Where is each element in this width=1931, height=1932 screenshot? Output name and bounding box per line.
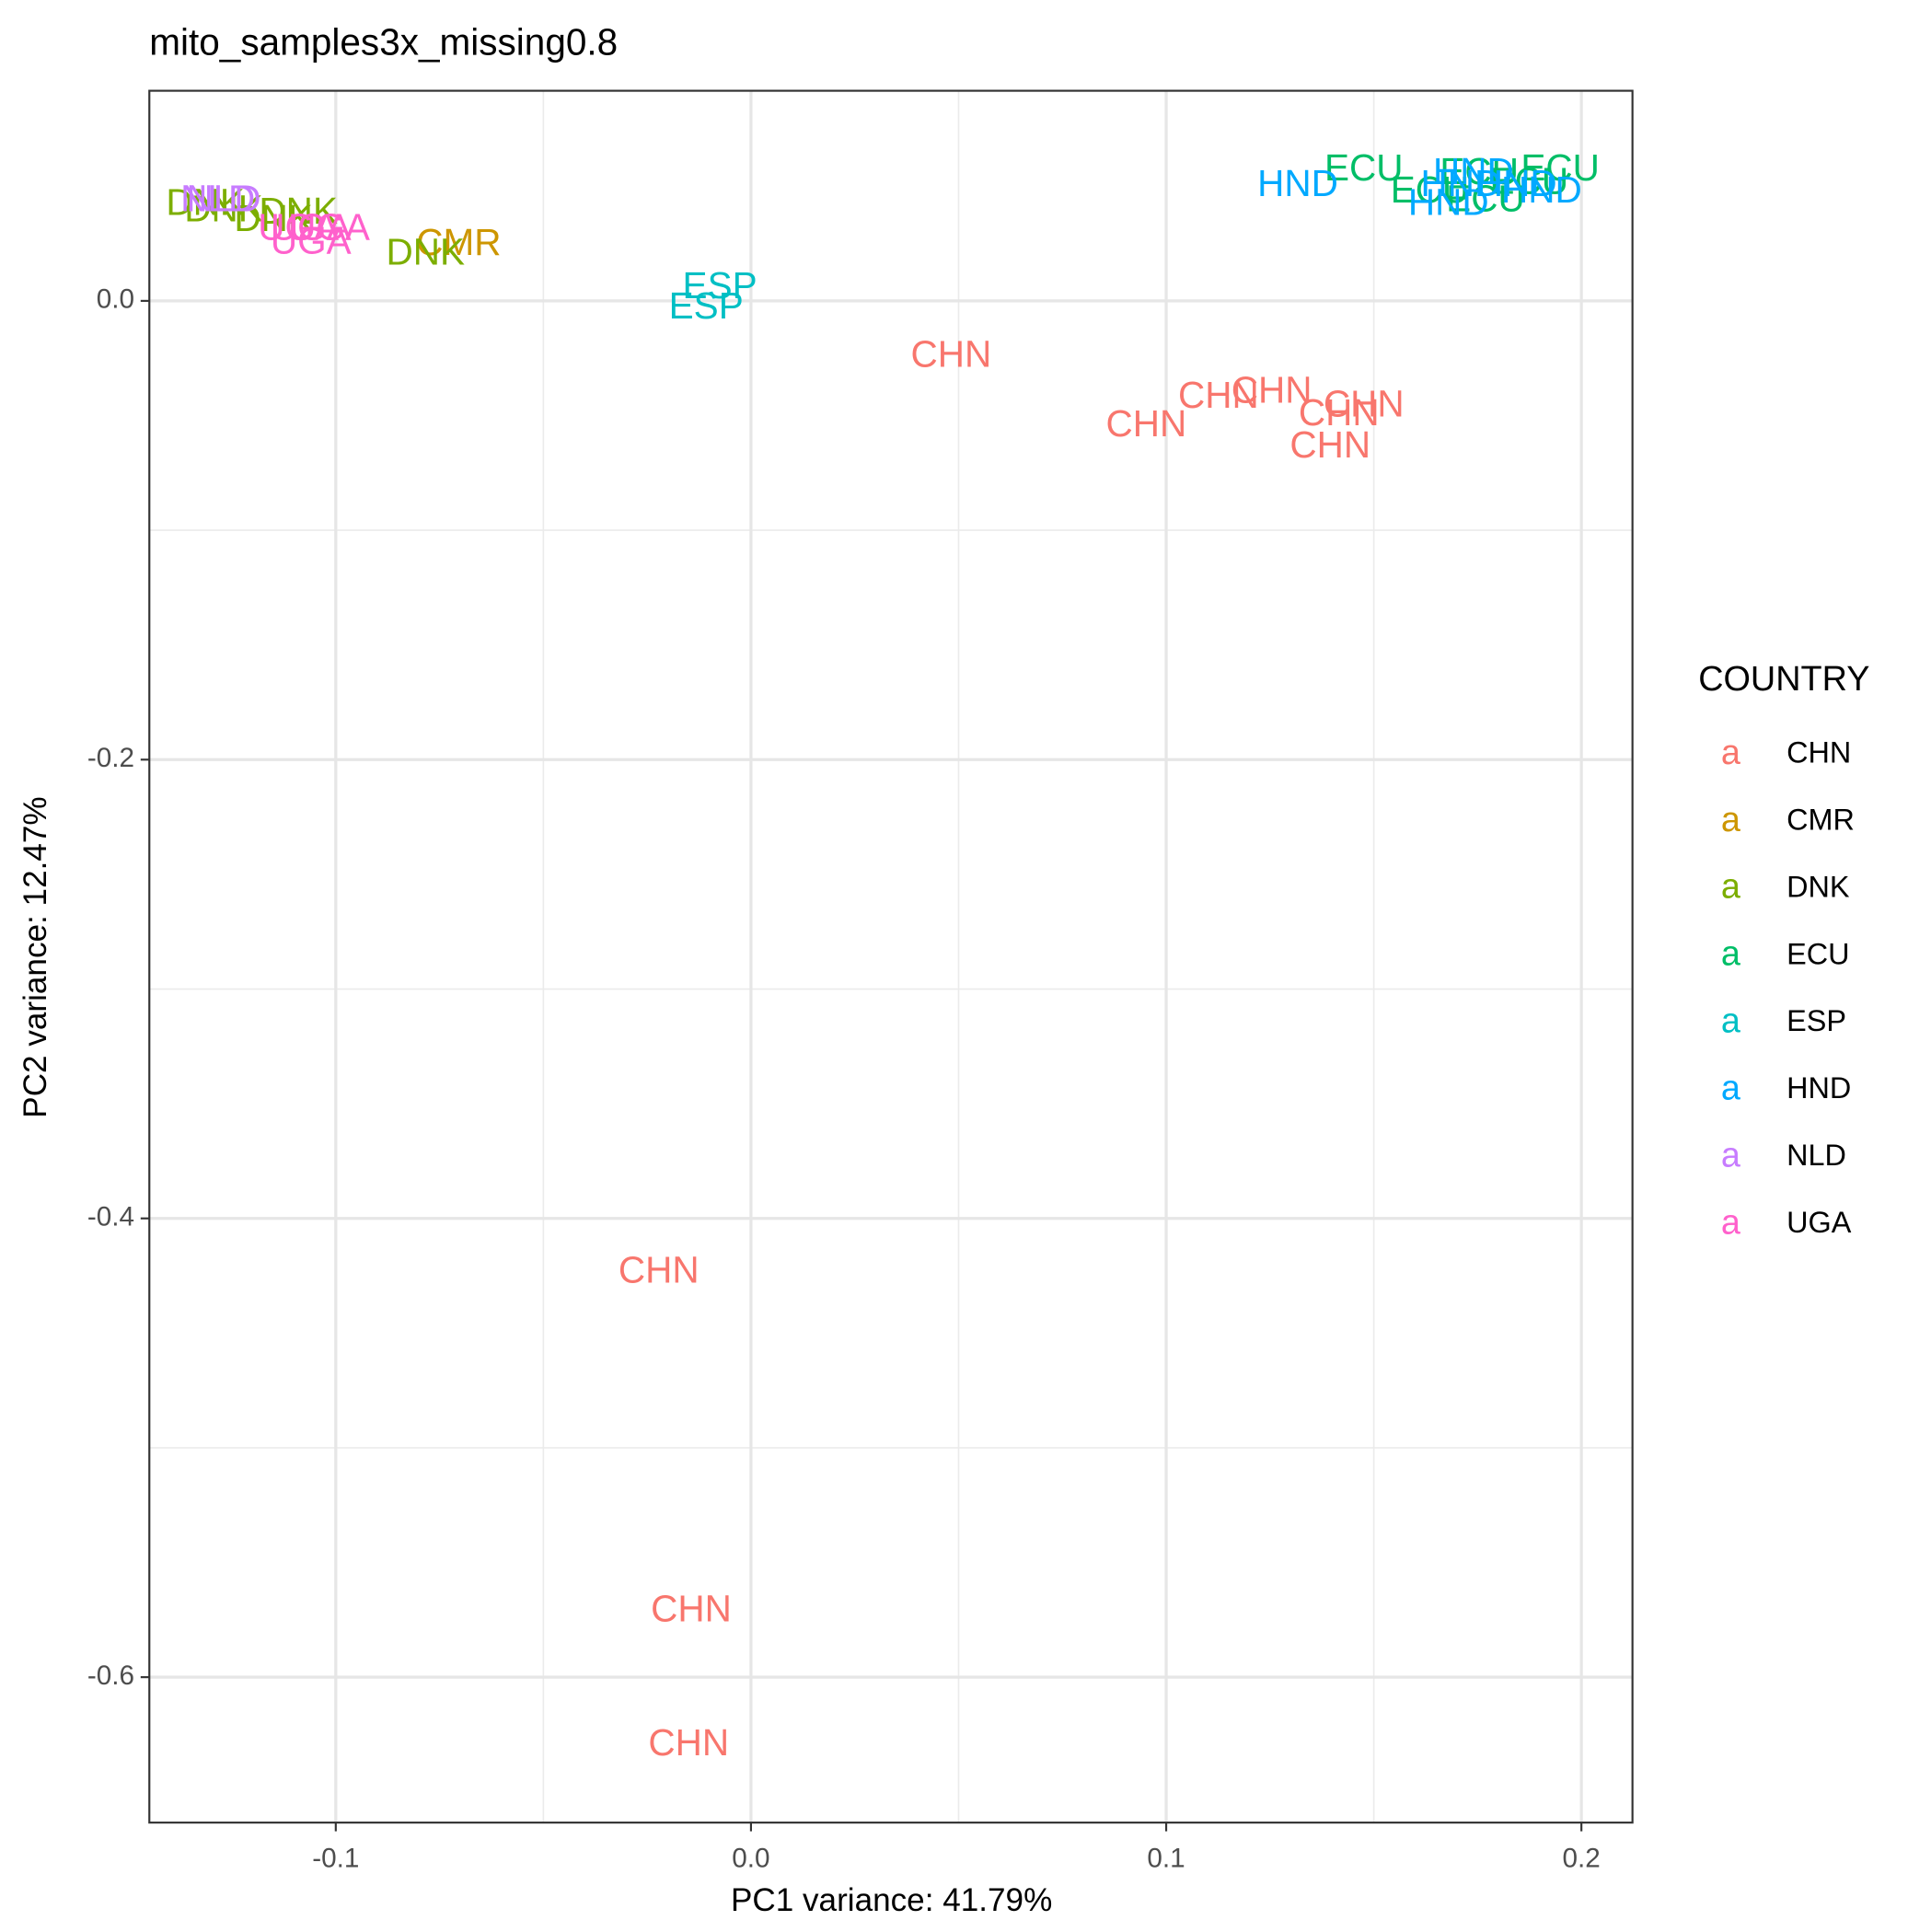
- point-label: CHN: [648, 1721, 729, 1764]
- point-label: HND: [1408, 181, 1489, 224]
- point-label: CHN: [619, 1249, 700, 1291]
- point-label: CHN: [1289, 423, 1370, 466]
- point-label: CHN: [651, 1587, 732, 1629]
- point-label: HND: [1257, 162, 1338, 204]
- point-label: CHN: [1324, 382, 1405, 424]
- legend-key: a: [1721, 801, 1741, 839]
- point-label: ECU: [1324, 146, 1404, 189]
- y-tick-label: -0.4: [87, 1202, 134, 1232]
- legend-label: UGA: [1786, 1206, 1852, 1239]
- point-label: NLD: [180, 177, 255, 219]
- x-tick-label: 0.2: [1563, 1844, 1601, 1874]
- legend-key: a: [1721, 935, 1741, 974]
- point-label: HND: [1476, 162, 1557, 204]
- chart-title: mito_samples3x_missing0.8: [149, 20, 618, 63]
- legend-key: a: [1721, 1136, 1741, 1174]
- point-label: UGA: [271, 206, 352, 249]
- x-tick-label: -0.1: [312, 1844, 359, 1874]
- point-label: HND: [1420, 162, 1501, 204]
- point-label: ECU: [1490, 159, 1569, 202]
- point-label: ESP: [683, 264, 757, 307]
- point-label: CHN: [1231, 369, 1312, 411]
- point-label: ECU: [1440, 150, 1519, 192]
- point-label: ECU: [1521, 146, 1600, 189]
- legend-key: a: [1721, 734, 1741, 772]
- point-label: DNK: [386, 230, 465, 272]
- point-label: DNK: [184, 187, 263, 229]
- y-tick-label: 0.0: [97, 284, 134, 315]
- point-label: UGA: [271, 220, 352, 262]
- point-label: CHN: [910, 332, 991, 375]
- point-label: HND: [1433, 150, 1514, 192]
- legend-label: HND: [1786, 1071, 1851, 1105]
- point-label: CHN: [1106, 402, 1187, 445]
- legend-label: DNK: [1786, 870, 1850, 903]
- y-tick-label: -0.6: [87, 1660, 134, 1691]
- plot-border: [148, 89, 1634, 1824]
- point-label: CHN: [1299, 391, 1380, 434]
- y-axis-label: PC2 variance: 12.47%: [17, 796, 53, 1117]
- point-label: UGA: [289, 206, 370, 249]
- point-label: ECU: [1391, 168, 1470, 211]
- point-label: DNK: [234, 197, 313, 239]
- point-label: CHN: [1178, 374, 1259, 416]
- y-tick-label: -0.2: [87, 743, 134, 773]
- legend-label: CHN: [1786, 735, 1851, 769]
- point-label: NLD: [186, 177, 260, 219]
- point-label: ECU: [1446, 177, 1525, 219]
- legend-key: a: [1721, 868, 1741, 907]
- legend-title: COUNTRY: [1698, 660, 1869, 699]
- legend-label: ESP: [1786, 1004, 1846, 1037]
- legend-label: NLD: [1786, 1139, 1846, 1172]
- legend-key: a: [1721, 1203, 1741, 1242]
- point-label: DNK: [259, 190, 338, 232]
- point-label: UGA: [258, 206, 339, 249]
- point-label: DNK: [166, 181, 245, 224]
- x-tick-label: 0.1: [1147, 1844, 1185, 1874]
- legend-key: a: [1721, 1070, 1741, 1108]
- point-label: ESP: [669, 284, 744, 327]
- legend-key: a: [1721, 1002, 1741, 1041]
- x-tick-label: 0.0: [732, 1844, 769, 1874]
- point-label: HND: [1501, 168, 1582, 211]
- legend-label: ECU: [1786, 937, 1849, 970]
- legend-label: CMR: [1786, 803, 1855, 836]
- x-axis-label: PC1 variance: 41.79%: [731, 1882, 1052, 1918]
- point-label: CMR: [416, 221, 501, 263]
